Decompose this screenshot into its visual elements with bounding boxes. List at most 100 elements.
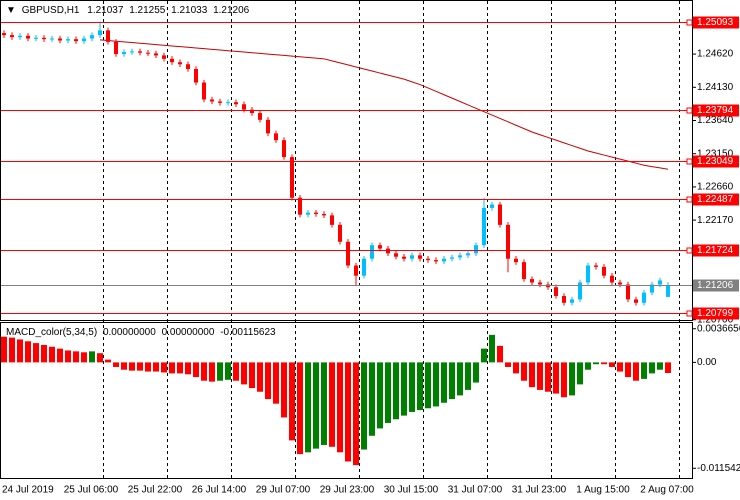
macd-bar	[81, 352, 87, 363]
level-handle	[686, 247, 693, 254]
macd-bar	[41, 344, 47, 363]
level-handle	[686, 196, 693, 203]
macd-bar	[145, 362, 151, 372]
candle-body	[194, 68, 198, 83]
macd-bar	[593, 362, 599, 365]
open-value: 1.21037	[87, 5, 124, 16]
candle-body	[442, 258, 446, 262]
candle-body	[506, 224, 510, 259]
y-tick-label: 1.24620	[697, 49, 734, 60]
candle-body	[610, 275, 614, 283]
macd-bar	[433, 362, 439, 407]
macd-bar	[393, 362, 399, 420]
candle-body	[210, 99, 214, 102]
candle-body	[170, 58, 174, 63]
macd-bar	[153, 362, 159, 372]
low-value: 1.21033	[171, 5, 208, 16]
candle-body	[218, 101, 222, 103]
candle-body	[578, 282, 582, 300]
macd-bar	[105, 359, 111, 363]
macd-bar	[9, 337, 15, 363]
macd-bar	[169, 362, 175, 374]
candle-body	[66, 39, 70, 41]
x-tick-label: 26 Jul 14:00	[192, 485, 247, 496]
candle-body	[466, 253, 470, 256]
x-tick-label: 25 Jul 06:00	[64, 485, 119, 496]
macd-bar	[665, 362, 671, 373]
candle-body	[274, 133, 278, 141]
candle-body	[634, 299, 638, 303]
macd-bar	[313, 362, 319, 449]
candle-body	[482, 207, 486, 246]
level-label-box	[693, 104, 739, 117]
y-tick-label: 1.22170	[697, 215, 734, 226]
candle-body	[242, 104, 246, 110]
candle-body	[34, 37, 38, 39]
macd-bar	[441, 362, 447, 403]
macd-bar	[113, 362, 119, 367]
candle-body	[130, 51, 134, 53]
macd-bar	[449, 362, 455, 400]
candle-body	[186, 64, 190, 69]
candle-body	[162, 55, 166, 59]
x-tick-label: 2 Aug 07:00	[640, 485, 694, 496]
candle-body	[514, 258, 518, 263]
macd-bar	[289, 362, 295, 441]
candle-body	[106, 30, 110, 42]
macd-bar	[545, 362, 551, 392]
bid-label: 1.21206	[697, 280, 734, 291]
candle-body	[58, 38, 62, 41]
macd-bar	[513, 362, 519, 374]
macd-bar	[489, 334, 495, 363]
macd-bar	[185, 362, 191, 375]
candle-body	[626, 284, 630, 300]
candle-body	[258, 113, 262, 120]
level-label: 1.25093	[697, 17, 734, 28]
candle-body	[602, 266, 606, 276]
macd-bar	[65, 350, 71, 363]
time-grid	[103, 1, 680, 478]
candle-body	[618, 282, 622, 285]
x-tick-label: 29 Jul 23:00	[320, 485, 375, 496]
candle-body	[586, 265, 590, 283]
candle-body	[458, 255, 462, 258]
macd-bar	[137, 362, 143, 371]
macd-bar	[241, 362, 247, 385]
candle-body	[266, 119, 270, 134]
level-handle	[686, 310, 693, 317]
level-label: 1.23794	[697, 105, 734, 116]
close-value: 1.21206	[213, 5, 250, 16]
macd-header: MACD_color(5,34,5) 0.00000000 0.00000000…	[6, 327, 276, 338]
y2-tick-label: 0.00	[697, 357, 717, 368]
macd-bar	[305, 362, 311, 453]
candle-body	[370, 245, 374, 259]
macd-bar	[361, 362, 367, 450]
macd-bar	[329, 362, 335, 447]
macd-bar	[425, 362, 431, 409]
x-tick-label: 31 Jul 07:00	[448, 485, 503, 496]
macd-bar	[209, 362, 215, 382]
candle-body	[290, 157, 294, 198]
macd-bar	[249, 362, 255, 389]
candle-body	[10, 35, 14, 38]
candle-body	[250, 109, 254, 114]
macd-bar	[193, 362, 199, 378]
level-handle	[686, 158, 693, 165]
macd-bar	[649, 362, 655, 374]
candle-body	[234, 102, 238, 105]
macd-bar	[73, 351, 79, 363]
x-tick-label: 31 Jul 23:00	[512, 485, 567, 496]
level-label-box	[693, 307, 739, 320]
macd-bar	[657, 362, 663, 370]
candle-body	[554, 287, 558, 297]
macd-bar	[217, 362, 223, 381]
macd-bar	[201, 362, 207, 381]
macd-bar	[1, 336, 7, 363]
collapse-icon: ▼	[6, 5, 16, 16]
macd-bar	[385, 362, 391, 423]
macd-bar	[617, 362, 623, 372]
moving-average	[99, 39, 669, 170]
level-label-box	[693, 155, 739, 168]
candle-body	[298, 197, 302, 215]
macd-bar	[177, 362, 183, 374]
